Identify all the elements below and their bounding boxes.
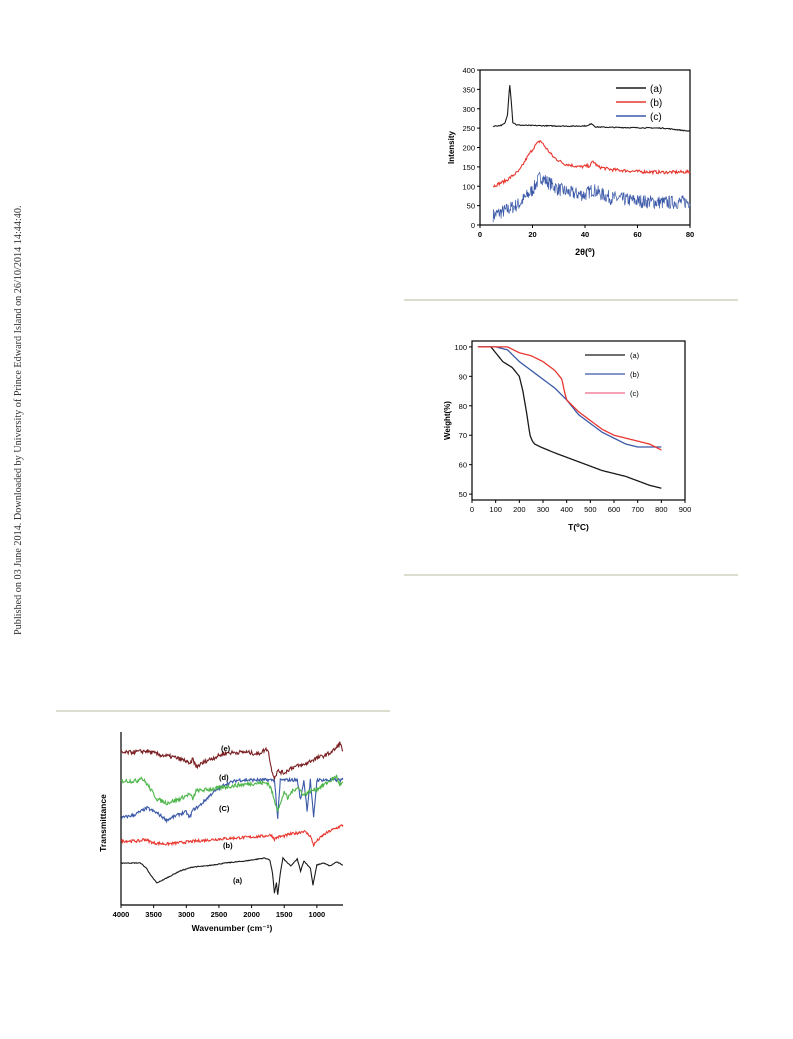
xrd-xtick-label: 40 [581, 230, 589, 239]
xrd-ytick-label: 100 [462, 182, 475, 191]
tga-legend-label: (a) [630, 351, 640, 360]
ftir-series-label: (a) [233, 876, 243, 885]
ftir-y-axis-label: Transmittance [98, 794, 108, 852]
xrd-ytick-label: 200 [462, 144, 475, 153]
ftir-figure: 4000 3500 3000 2500 2000 1500 1000 Wavenumber (… [97, 728, 352, 943]
ftir-series-label: (C) [219, 804, 230, 813]
side-note-text: Published on 03 June 2014. Downloaded by… [13, 205, 24, 635]
tga-xtick-label: 300 [537, 505, 550, 514]
xrd-ytick-label: 400 [462, 66, 475, 75]
ftir-xtick-label: 2500 [211, 910, 228, 919]
tga-legend-label: (b) [630, 370, 640, 379]
ftir-series-label: (d) [219, 773, 229, 782]
tga-series-line [477, 346, 662, 451]
xrd-legend-label: (b) [650, 98, 662, 109]
xrd-xtick-label: 60 [633, 230, 641, 239]
tga-ytick-label: 50 [459, 490, 467, 499]
xrd-series-line [493, 139, 691, 188]
figure-divider-tga [404, 574, 738, 576]
tga-chart: 50 60 70 80 90 100 0 100 200 300 400 500 600 700 800 90… [443, 340, 692, 532]
ftir-xtick-label: 1500 [276, 910, 293, 919]
tga-ytick-label: 60 [459, 461, 467, 470]
ftir-xtick-label: 2000 [243, 910, 260, 919]
tga-series-line [477, 346, 662, 489]
ftir-series-line [120, 776, 344, 824]
figure-divider-xrd [404, 299, 738, 301]
tga-ytick-label: 80 [459, 402, 467, 411]
xrd-ytick-label: 0 [471, 221, 475, 230]
ftir-series-line [120, 741, 344, 780]
tga-xtick-label: 800 [655, 505, 668, 514]
xrd-chart: 0 50 100 150 200 250 300 350 400 0 20 40 60 80 2θ(⁰) In… [447, 66, 694, 257]
xrd-xtick-label: 0 [478, 230, 482, 239]
tga-ytick-label: 90 [459, 372, 467, 381]
tga-ytick-label: 100 [454, 343, 467, 352]
tga-plot-frame [471, 340, 686, 501]
tga-y-axis-label: Weight(%) [443, 401, 452, 440]
ftir-xtick-label: 4000 [113, 910, 130, 919]
xrd-ytick-label: 50 [467, 202, 475, 211]
tga-legend-label: (c) [630, 389, 639, 398]
ftir-xtick-label: 3000 [178, 910, 195, 919]
ftir-xtick-label: 1000 [309, 910, 326, 919]
xrd-xtick-label: 20 [528, 230, 536, 239]
tga-xtick-label: 200 [513, 505, 526, 514]
xrd-legend-label: (c) [650, 112, 662, 123]
ftir-xtick-label: 3500 [145, 910, 162, 919]
tga-xtick-label: 700 [631, 505, 644, 514]
xrd-figure: 0 50 100 150 200 250 300 350 400 0 20 40 60 80 2θ(⁰) In… [440, 62, 705, 272]
ftir-x-axis-label: Wavenumber (cm⁻¹) [192, 923, 273, 933]
figure-divider-ftir [56, 710, 390, 712]
publication-side-note: Published on 03 June 2014. Downloaded by… [5, 185, 24, 635]
tga-xtick-label: 500 [584, 505, 597, 514]
xrd-ytick-label: 300 [462, 105, 475, 114]
tga-xtick-label: 900 [679, 505, 692, 514]
tga-xtick-label: 100 [489, 505, 502, 514]
xrd-ytick-label: 250 [462, 124, 475, 133]
tga-ytick-label: 70 [459, 431, 467, 440]
ftir-chart: 4000 3500 3000 2500 2000 1500 1000 Wavenumber (… [98, 732, 344, 933]
xrd-x-axis-label: 2θ(⁰) [575, 247, 595, 257]
ftir-series-line [120, 856, 344, 895]
xrd-series-line [492, 85, 691, 132]
ftir-series-line [120, 774, 344, 813]
tga-x-axis-label: T(⁰C) [568, 522, 589, 532]
tga-figure: 50 60 70 80 90 100 0 100 200 300 400 500 600 700 800 90… [440, 335, 700, 550]
tga-xtick-label: 600 [608, 505, 621, 514]
xrd-legend-label: (a) [650, 84, 662, 95]
ftir-series-line [120, 824, 344, 848]
xrd-ytick-label: 150 [462, 163, 475, 172]
xrd-series-line [492, 171, 691, 223]
tga-xtick-label: 400 [560, 505, 573, 514]
ftir-series-label: (e) [221, 744, 231, 753]
ftir-series-label: (b) [223, 841, 233, 850]
tga-xtick-label: 0 [470, 505, 474, 514]
xrd-ytick-label: 350 [462, 85, 475, 94]
xrd-xtick-label: 80 [686, 230, 694, 239]
xrd-y-axis-label: Intensity [447, 131, 456, 164]
